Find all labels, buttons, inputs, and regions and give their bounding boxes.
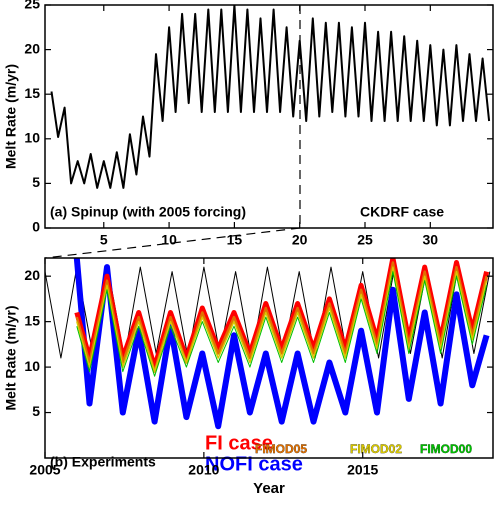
series-line <box>76 266 488 373</box>
x-axis-label: Year <box>253 480 285 497</box>
y-axis-label: Melt Rate (m/yr) <box>3 64 19 169</box>
y-tick-label: 25 <box>24 0 40 12</box>
y-tick-label: 10 <box>24 130 40 146</box>
annotation: (b) Experiments <box>50 454 156 470</box>
legend-label: FIMOD02 <box>350 442 402 456</box>
annotation: (a) Spinup (with 2005 forcing) <box>50 204 246 220</box>
y-tick-label: 0 <box>32 219 40 235</box>
series-line <box>76 271 488 377</box>
y-tick-label: 15 <box>24 312 40 328</box>
plot-frame <box>44 4 494 229</box>
legend-label: FIMOD05 <box>255 442 307 456</box>
legend-label: FI case <box>205 432 273 454</box>
x-tick-label: 20 <box>292 232 308 248</box>
y-tick-label: 20 <box>24 40 40 56</box>
y-tick-label: 15 <box>24 85 40 101</box>
x-tick-label: 30 <box>423 232 439 248</box>
x-tick-label: 10 <box>161 232 177 248</box>
x-tick-label: 5 <box>100 232 108 248</box>
series-line <box>75 261 488 373</box>
plot-frame <box>44 257 494 459</box>
y-tick-label: 20 <box>24 267 40 283</box>
legend-label: FIMOD00 <box>420 442 472 456</box>
y-tick-label: 10 <box>24 358 40 374</box>
annotation: CKDRF case <box>360 204 444 220</box>
legend-label: NOFI case <box>205 453 303 475</box>
x-tick-label: 2015 <box>347 462 378 478</box>
y-axis-label: Melt Rate (m/yr) <box>3 305 19 410</box>
y-tick-label: 5 <box>32 174 40 190</box>
x-tick-label: 15 <box>227 232 243 248</box>
x-tick-label: 2010 <box>188 462 219 478</box>
x-tick-label: 2005 <box>29 462 60 478</box>
x-tick-label: 25 <box>357 232 373 248</box>
series-line <box>50 5 491 189</box>
zoom-connector <box>44 227 301 259</box>
series-line <box>73 258 490 430</box>
y-tick-label: 5 <box>32 403 40 419</box>
